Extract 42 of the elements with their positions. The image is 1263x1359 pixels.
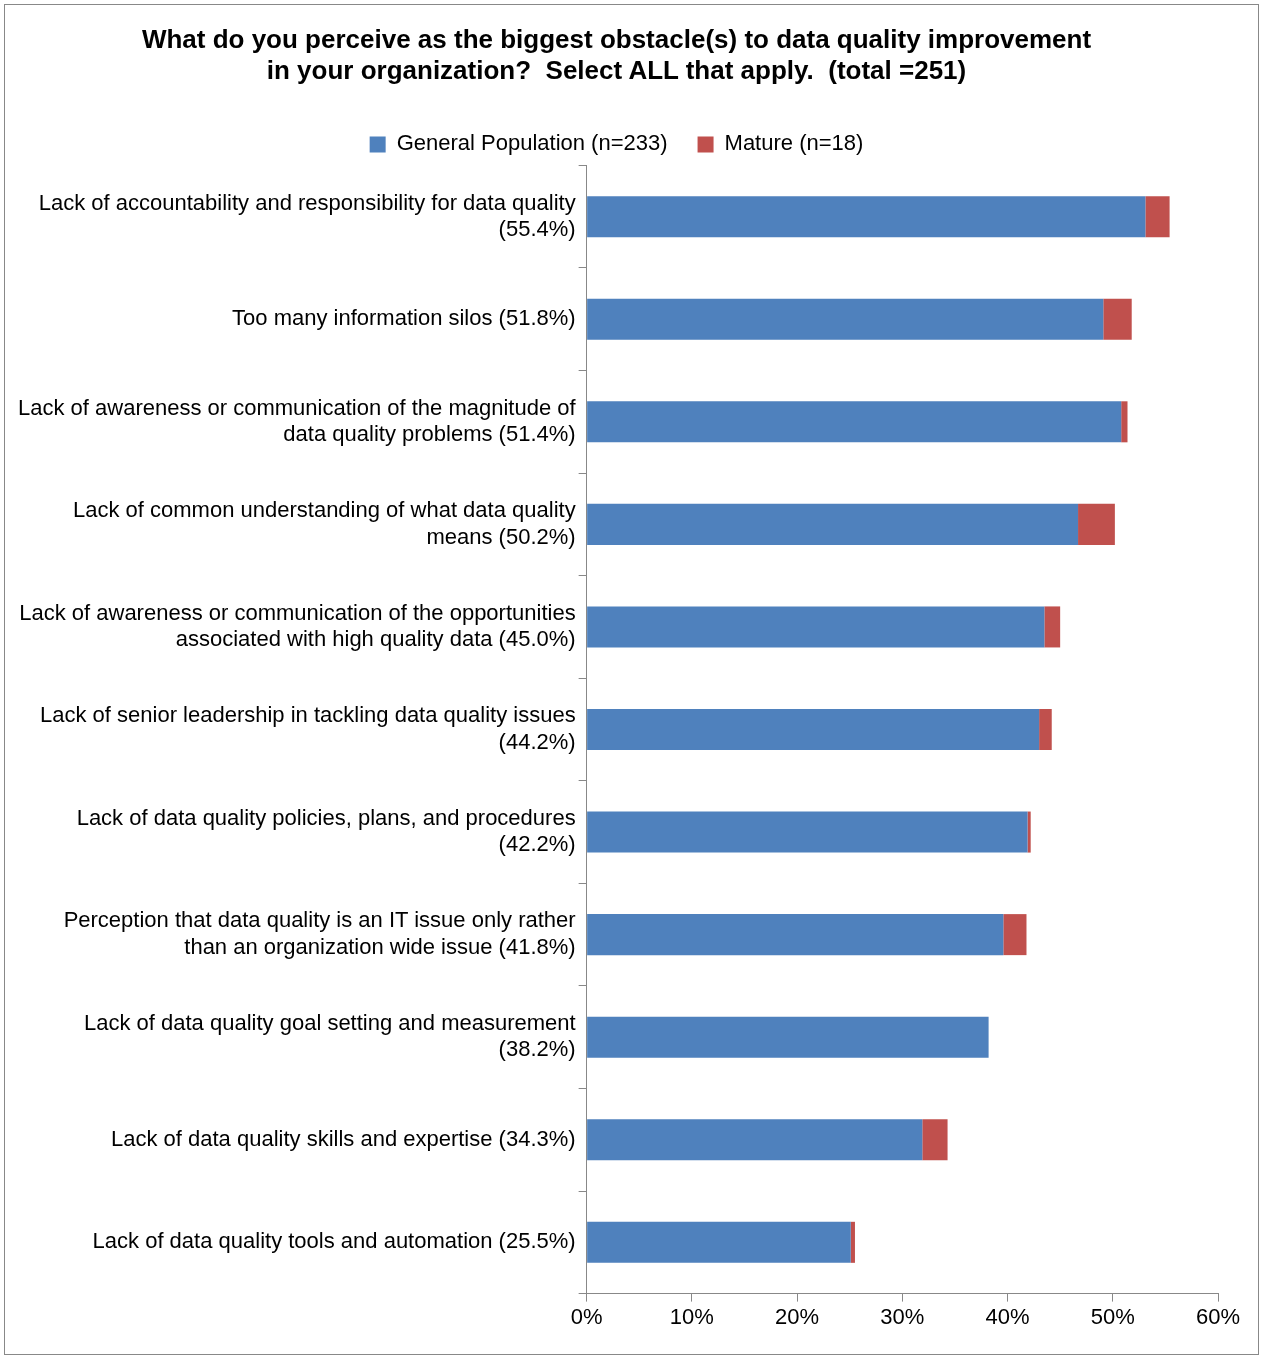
bar [587,606,1045,648]
y-tick-label: Lack of common understanding of what data quality means (50.2%) [73,497,576,549]
x-tick-label: 40% [985,1303,1030,1329]
bar [922,1119,948,1161]
bar [1078,503,1115,545]
bar [587,914,1004,956]
bar [1121,401,1128,443]
y-tick-label: Lack of accountability and responsibility for data quality (55.4%) [38,189,576,241]
x-tick-label: 0% [570,1303,603,1329]
y-tick-label: Perception that data quality is an IT issue only rather than an organization wide issue (41.8%) [63,907,576,959]
y-tick-label: Lack of data quality policies, plans, and procedures (42.2%) [76,804,576,857]
bar [1027,811,1031,853]
bar [1044,606,1061,648]
y-tick-label: Lack of awareness or communication of the opportunities associated with high quality data (45.0%) [19,599,576,652]
x-tick-label: 50% [1090,1303,1135,1329]
y-tick-label: Lack of awareness or communication of the magnitude of data quality problems (51.4%) [18,394,577,447]
y-tick-label: Lack of data quality goal setting and measurement (38.2%) [84,1010,576,1062]
bar [1103,298,1132,340]
bar [850,1221,855,1263]
chart-title: What do you perceive as the biggest obstacle(s) to data quality improvement in your organization? Select ALL that apply. (total =251) [141,23,1092,85]
bar [1145,196,1170,238]
bar [587,1221,851,1263]
bar [587,708,1040,751]
x-tick-label: 60% [1195,1303,1241,1329]
bar [587,401,1122,443]
y-tick-label: Lack of data quality skills and expertise (34.3%) [110,1125,576,1151]
legend-label: Mature (n=18) [724,130,864,156]
bar [1003,914,1027,956]
bar [587,503,1079,545]
bar [587,1119,923,1161]
bar [1039,708,1052,751]
y-tick-label: Lack of data quality tools and automation (25.5%) [92,1228,576,1254]
y-tick-label: Lack of senior leadership in tackling data quality issues (44.2%) [40,702,576,754]
x-tick-label: 10% [669,1303,714,1329]
x-tick-label: 30% [880,1303,925,1329]
bar [587,298,1104,340]
bar [587,1016,989,1058]
x-tick-label: 20% [775,1303,820,1329]
bar [587,811,1028,853]
legend-label: General Population (n=233) [396,130,668,156]
bar [587,196,1146,238]
y-tick-label: Too many information silos (51.8%) [232,305,576,331]
